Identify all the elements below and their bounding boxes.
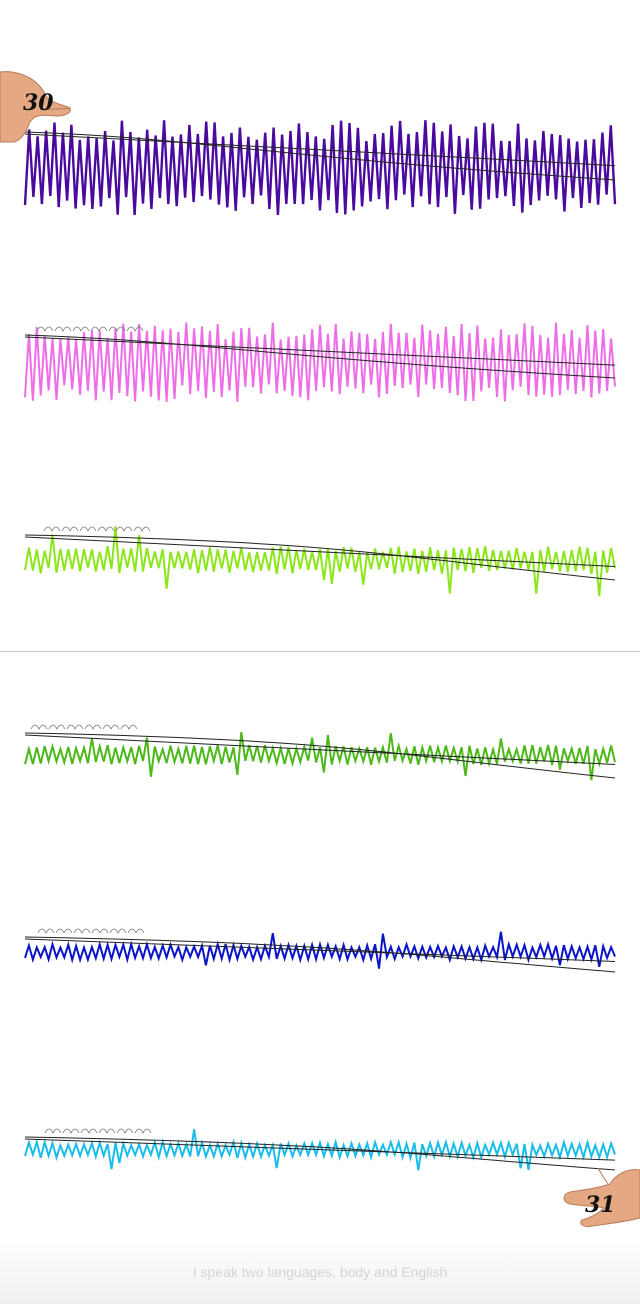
strip-green-sketch-mark <box>120 724 138 730</box>
strip-purple-trend-line <box>24 131 616 181</box>
strip-purple-wave <box>23 120 617 216</box>
strip-lime-trend-line <box>24 534 616 581</box>
strip-light-blue-sketch-mark <box>116 1128 134 1134</box>
strip-pink-baseline <box>24 336 616 366</box>
strip-blue-sketch-mark <box>73 928 91 934</box>
caption: I speak two languages, body and English <box>192 1264 448 1280</box>
strip-lime-sketch-mark <box>97 526 115 532</box>
strip-lime-sketch-mark <box>133 526 151 532</box>
page-number-left: 30 <box>23 90 54 116</box>
strip-lime-sketch-mark <box>61 526 79 532</box>
strip-green-sketch-mark <box>102 724 120 730</box>
strip-green-sketch-mark <box>30 724 48 730</box>
strip-lime-sketch-mark <box>115 526 133 532</box>
strip-purple-baseline <box>24 133 616 167</box>
strip-green-sketch-mark <box>84 724 102 730</box>
strip-blue-trend-line <box>24 936 616 973</box>
strip-light-blue-sketch-mark <box>134 1128 152 1134</box>
strip-lime-sketch-mark <box>79 526 97 532</box>
pointing-hand-icon <box>563 1167 640 1227</box>
strip-light-blue-sketch-mark <box>44 1128 62 1134</box>
strip-light-blue-baseline <box>24 1138 616 1161</box>
signal-strips <box>23 120 617 1171</box>
strip-blue-sketch-mark <box>55 928 73 934</box>
strip-green-wave <box>24 731 616 781</box>
strip-pink-wave <box>24 322 616 402</box>
strip-green-sketch-mark <box>48 724 66 730</box>
strip-pink-trend-line <box>24 334 616 379</box>
strip-blue-sketch-mark <box>127 928 145 934</box>
strip-lime-wave <box>24 526 616 597</box>
footer-bar <box>0 1236 640 1304</box>
strip-blue-sketch-mark <box>37 928 55 934</box>
strip-pink-sketch-mark <box>72 326 90 332</box>
strip-lime-sketch-mark <box>43 526 61 532</box>
strip-light-blue-sketch-mark <box>98 1128 116 1134</box>
thumb-hand-icon <box>0 71 71 143</box>
strip-blue-sketch-mark <box>91 928 109 934</box>
strip-blue-sketch-mark <box>109 928 127 934</box>
strip-light-blue-wave <box>24 1129 616 1171</box>
strip-blue-baseline <box>24 938 616 962</box>
strip-pink-sketch-mark <box>90 326 108 332</box>
page-number-right: 31 <box>585 1192 616 1218</box>
strip-pink-sketch-mark <box>126 326 144 332</box>
strip-light-blue-sketch-mark <box>80 1128 98 1134</box>
strip-green-trend-line <box>24 732 616 779</box>
strip-pink-sketch-mark <box>36 326 54 332</box>
section-divider <box>0 651 640 652</box>
strip-green-baseline <box>24 734 616 765</box>
strip-lime-baseline <box>24 536 616 567</box>
strip-pink-sketch-mark <box>54 326 72 332</box>
strip-green-sketch-mark <box>66 724 84 730</box>
strip-light-blue-sketch-mark <box>62 1128 80 1134</box>
strip-light-blue-trend-line <box>24 1136 616 1171</box>
strip-blue-wave <box>24 931 616 969</box>
strip-pink-sketch-mark <box>108 326 126 332</box>
